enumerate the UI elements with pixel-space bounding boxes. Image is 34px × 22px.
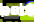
Text: Absorber: Absorber [0,3,34,18]
Bar [15,10,21,11]
Bar [14,11,21,12]
Text: 24.3%: 24.3% [23,0,34,20]
Text: 23.6%: 23.6% [23,0,34,21]
Bar [23,11,30,12]
Text: PCE$_{\mathregular{max}}$: PCE$_{\mathregular{max}}$ [21,2,34,22]
Bar [24,10,30,11]
Bar [15,11,21,12]
Bar [5,11,12,12]
Text: Absorber: Absorber [0,3,34,18]
Text: n-type Contact: n-type Contact [0,4,34,18]
Text: p-type Contact: p-type Contact [0,3,34,17]
Legend: Bare Perovskite, + SnO₂, + Spiro: Bare Perovskite, + SnO₂, + Spiro [19,16,34,22]
Text: 25.4%: 25.4% [23,0,34,18]
Bar [5,10,12,11]
Text: Absorber: Absorber [0,3,34,18]
